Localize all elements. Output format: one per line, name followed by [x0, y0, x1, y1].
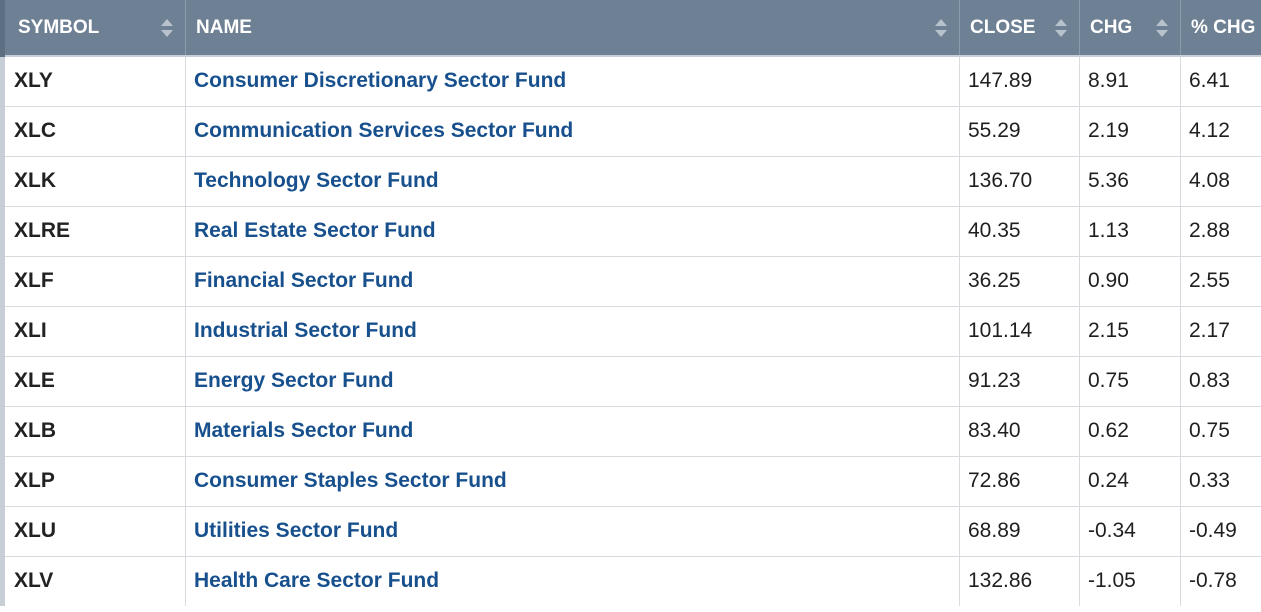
cell-symbol: XLE [0, 355, 186, 406]
table-row: XLRE Real Estate Sector Fund 40.35 1.13 … [0, 205, 1261, 256]
cell-chg: -0.34 [1079, 505, 1181, 556]
cell-chg: 8.91 [1079, 55, 1181, 106]
table-body: XLY Consumer Discretionary Sector Fund 1… [0, 55, 1261, 606]
cell-symbol: XLP [0, 455, 186, 506]
fund-name-link[interactable]: Materials Sector Fund [194, 419, 414, 442]
table-row: XLI Industrial Sector Fund 101.14 2.15 2… [0, 305, 1261, 356]
cell-pct-chg: 4.12 [1180, 105, 1261, 156]
cell-symbol: XLV [0, 555, 186, 606]
cell-chg: 5.36 [1079, 155, 1181, 206]
cell-chg: -1.05 [1079, 555, 1181, 606]
cell-close: 83.40 [959, 405, 1080, 456]
cell-close: 147.89 [959, 55, 1080, 106]
table-row: XLE Energy Sector Fund 91.23 0.75 0.83 [0, 355, 1261, 406]
cell-pct-chg: 2.55 [1180, 255, 1261, 306]
fund-name-link[interactable]: Technology Sector Fund [194, 169, 439, 192]
fund-name-link[interactable]: Energy Sector Fund [194, 369, 394, 392]
cell-symbol: XLB [0, 405, 186, 456]
cell-name: Real Estate Sector Fund [185, 205, 960, 256]
column-header-label: CHG [1090, 16, 1133, 38]
table-row: XLV Health Care Sector Fund 132.86 -1.05… [0, 555, 1261, 606]
cell-pct-chg: 4.08 [1180, 155, 1261, 206]
cell-symbol: XLI [0, 305, 186, 356]
cell-pct-chg: 2.17 [1180, 305, 1261, 356]
cell-name: Energy Sector Fund [185, 355, 960, 406]
fund-name-link[interactable]: Consumer Staples Sector Fund [194, 469, 507, 492]
fund-name-link[interactable]: Real Estate Sector Fund [194, 219, 436, 242]
cell-chg: 0.62 [1079, 405, 1181, 456]
cell-name: Health Care Sector Fund [185, 555, 960, 606]
cell-symbol: XLY [0, 55, 186, 106]
cell-close: 55.29 [959, 105, 1080, 156]
table-header: SYMBOL NAME CLOSE CHG % CHG [0, 0, 1261, 56]
table-row: XLP Consumer Staples Sector Fund 72.86 0… [0, 455, 1261, 506]
cell-symbol: XLU [0, 505, 186, 556]
cell-close: 136.70 [959, 155, 1080, 206]
fund-name-link[interactable]: Financial Sector Fund [194, 269, 414, 292]
sort-arrows-icon[interactable] [935, 18, 947, 37]
cell-name: Consumer Staples Sector Fund [185, 455, 960, 506]
cell-pct-chg: -0.49 [1180, 505, 1261, 556]
cell-close: 40.35 [959, 205, 1080, 256]
column-header-label: % CHG [1191, 16, 1256, 38]
cell-pct-chg: -0.78 [1180, 555, 1261, 606]
cell-name: Utilities Sector Fund [185, 505, 960, 556]
cell-name: Consumer Discretionary Sector Fund [185, 55, 960, 106]
column-header-chg[interactable]: CHG [1079, 0, 1181, 56]
cell-symbol: XLC [0, 105, 186, 156]
table-row: XLY Consumer Discretionary Sector Fund 1… [0, 55, 1261, 106]
fund-name-link[interactable]: Health Care Sector Fund [194, 569, 440, 593]
fund-name-link[interactable]: Consumer Discretionary Sector Fund [194, 69, 567, 93]
column-header-label: SYMBOL [18, 16, 100, 38]
cell-close: 72.86 [959, 455, 1080, 506]
cell-symbol: XLF [0, 255, 186, 306]
cell-symbol: XLRE [0, 205, 186, 256]
header-row: SYMBOL NAME CLOSE CHG % CHG [0, 0, 1261, 56]
cell-name: Technology Sector Fund [185, 155, 960, 206]
cell-chg: 2.19 [1079, 105, 1181, 156]
cell-close: 132.86 [959, 555, 1080, 606]
column-header-close[interactable]: CLOSE [959, 0, 1080, 56]
table-row: XLB Materials Sector Fund 83.40 0.62 0.7… [0, 405, 1261, 456]
column-header-label: NAME [196, 16, 252, 38]
column-header-label: CLOSE [970, 16, 1036, 38]
cell-chg: 2.15 [1079, 305, 1181, 356]
sort-arrows-icon[interactable] [1156, 18, 1168, 37]
sort-arrows-icon[interactable] [1055, 18, 1067, 37]
cell-pct-chg: 2.88 [1180, 205, 1261, 256]
table-row: XLU Utilities Sector Fund 68.89 -0.34 -0… [0, 505, 1261, 556]
cell-pct-chg: 0.83 [1180, 355, 1261, 406]
cell-pct-chg: 6.41 [1180, 55, 1261, 106]
table-row: XLK Technology Sector Fund 136.70 5.36 4… [0, 155, 1261, 206]
cell-close: 68.89 [959, 505, 1080, 556]
table-row: XLF Financial Sector Fund 36.25 0.90 2.5… [0, 255, 1261, 306]
cell-chg: 1.13 [1079, 205, 1181, 256]
cell-close: 91.23 [959, 355, 1080, 406]
column-header-symbol[interactable]: SYMBOL [0, 0, 186, 56]
cell-pct-chg: 0.75 [1180, 405, 1261, 456]
column-header-name[interactable]: NAME [185, 0, 960, 56]
cell-name: Industrial Sector Fund [185, 305, 960, 356]
column-header-pct-chg[interactable]: % CHG [1180, 0, 1261, 56]
cell-chg: 0.24 [1079, 455, 1181, 506]
cell-close: 101.14 [959, 305, 1080, 356]
cell-name: Materials Sector Fund [185, 405, 960, 456]
fund-name-link[interactable]: Industrial Sector Fund [194, 319, 417, 342]
fund-name-link[interactable]: Communication Services Sector Fund [194, 119, 574, 142]
cell-symbol: XLK [0, 155, 186, 206]
cell-name: Communication Services Sector Fund [185, 105, 960, 156]
cell-name: Financial Sector Fund [185, 255, 960, 306]
fund-name-link[interactable]: Utilities Sector Fund [194, 519, 399, 542]
cell-chg: 0.75 [1079, 355, 1181, 406]
cell-chg: 0.90 [1079, 255, 1181, 306]
cell-pct-chg: 0.33 [1180, 455, 1261, 506]
cell-close: 36.25 [959, 255, 1080, 306]
table-row: XLC Communication Services Sector Fund 5… [0, 105, 1261, 156]
sort-arrows-icon[interactable] [161, 18, 173, 37]
